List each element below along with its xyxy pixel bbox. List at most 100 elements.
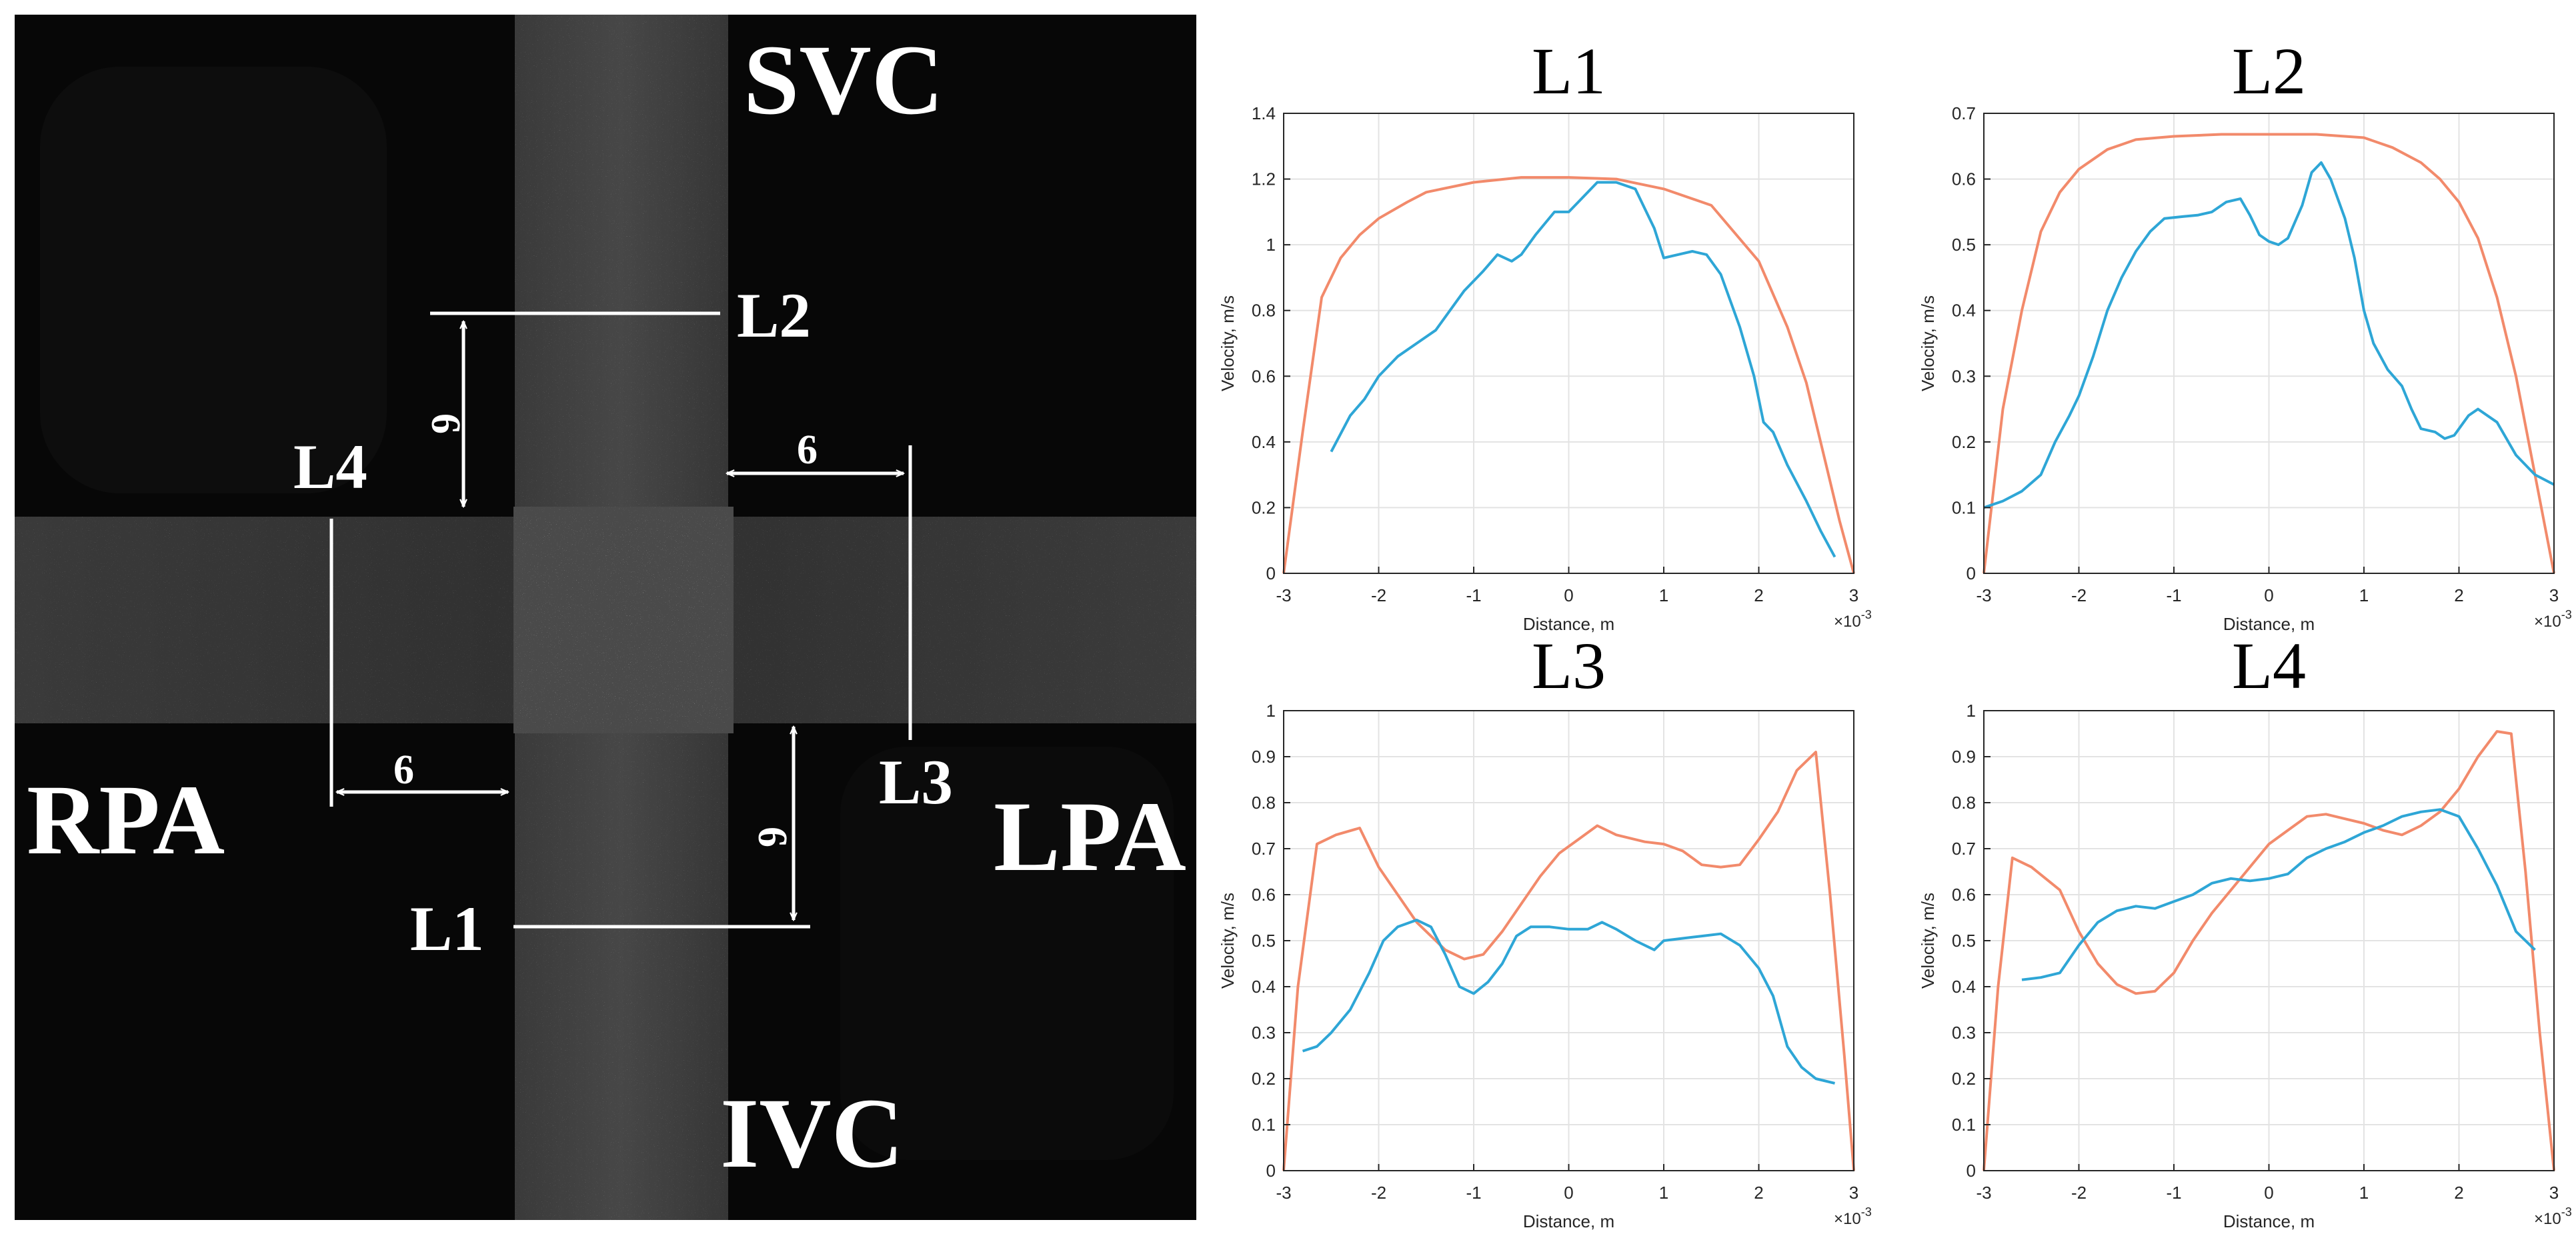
y-tick-label: 0.7 — [1952, 839, 1976, 859]
x-axis-label: Distance, m — [2223, 1211, 2315, 1231]
x-tick-label: 3 — [2549, 1183, 2559, 1203]
y-tick-label: 0 — [1967, 563, 1976, 583]
label-l3: L3 — [879, 747, 953, 817]
y-tick-label: 0.2 — [1952, 432, 1976, 452]
y-tick-label: 0.5 — [1952, 931, 1976, 951]
label-l2: L2 — [737, 280, 811, 351]
y-tick-label: 0.9 — [1952, 747, 1976, 767]
x-axis-label: Distance, m — [1523, 614, 1614, 634]
flow-photo: SVC IVC RPA LPA L2 L4 L3 L1 6 6 6 6 — [15, 15, 1196, 1220]
x-exponent-label: ×10-3 — [2534, 608, 2572, 631]
x-tick-label: 0 — [1564, 585, 1573, 605]
x-tick-label: 0 — [2264, 1183, 2273, 1203]
particle-streaks — [515, 15, 728, 1220]
x-tick-label: 2 — [2454, 585, 2463, 605]
x-tick-label: -1 — [2166, 1183, 2181, 1203]
x-tick-label: -1 — [1466, 1183, 1481, 1203]
label-svc: SVC — [744, 25, 944, 135]
y-tick-label: 0.6 — [1252, 885, 1276, 905]
y-tick-label: 0.7 — [1952, 103, 1976, 123]
y-axis-label: Velocity, m/s — [1218, 295, 1238, 391]
series-line-orange — [1983, 133, 2555, 574]
x-axis-label: Distance, m — [1523, 1211, 1614, 1231]
y-tick-label: 1.4 — [1252, 103, 1276, 123]
y-tick-label: 0.1 — [1252, 1115, 1276, 1135]
series-line-blue — [2021, 808, 2536, 981]
chart-title: L1 — [1532, 34, 1606, 108]
series-line-blue — [1330, 181, 1836, 558]
x-tick-label: 3 — [2549, 585, 2559, 605]
y-tick-label: 1 — [1266, 235, 1276, 255]
dim-label-rpa: 6 — [393, 747, 414, 793]
x-tick-label: -2 — [1371, 1183, 1386, 1203]
x-tick-label: 2 — [2454, 1183, 2463, 1203]
chart-l1: L1 -3 -2 -1 0 1 2 3 0 0.2 0.4 0.6 0.8 1 1.2 1.4 Distance… — [1218, 34, 1872, 634]
x-tick-label: 3 — [1849, 585, 1858, 605]
y-tick-label: 1.2 — [1252, 169, 1276, 189]
y-axis-label: Velocity, m/s — [1918, 295, 1938, 391]
x-tick-label: -2 — [1371, 585, 1386, 605]
y-tick-label: 0 — [1266, 563, 1276, 583]
chart-l2: L2 -3 -2 -1 0 1 2 3 0 0.1 0.2 0.3 0.4 0.5 0.6 0.7 Distan… — [1918, 34, 2572, 634]
y-tick-label: 0.3 — [1952, 1023, 1976, 1043]
x-tick-label: 1 — [2359, 585, 2369, 605]
x-tick-label: -3 — [1276, 1183, 1291, 1203]
y-tick-label: 0.2 — [1252, 1069, 1276, 1089]
dim-label-ivc: 6 — [750, 827, 795, 847]
x-tick-label: 1 — [2359, 1183, 2369, 1203]
y-tick-label: 0 — [1266, 1161, 1276, 1181]
x-exponent-label: ×10-3 — [1834, 608, 1872, 631]
y-tick-label: 0.8 — [1952, 793, 1976, 813]
dim-label-svc: 6 — [423, 413, 468, 434]
y-tick-label: 0.4 — [1252, 432, 1276, 452]
y-tick-label: 0.1 — [1952, 1115, 1976, 1135]
y-axis-label: Velocity, m/s — [1218, 893, 1238, 989]
x-tick-label: -2 — [2071, 1183, 2087, 1203]
label-l4: L4 — [293, 431, 367, 502]
y-tick-label: 0.3 — [1952, 366, 1976, 386]
chart-l3: L3 -3 -2 -1 0 1 2 3 0 0.1 0.2 0.3 0.4 0.5 0.6 0.7 0.8 0.9… — [1218, 629, 1872, 1231]
y-tick-label: 0.4 — [1952, 301, 1976, 321]
label-ivc: IVC — [720, 1078, 904, 1189]
x-tick-label: 0 — [1564, 1183, 1573, 1203]
y-tick-label: 0.4 — [1952, 977, 1976, 997]
y-tick-label: 0.6 — [1952, 169, 1976, 189]
chart-title: L4 — [2232, 629, 2306, 703]
y-tick-label: 1 — [1266, 701, 1276, 721]
y-tick-label: 0.2 — [1252, 497, 1276, 517]
label-l1: L1 — [410, 893, 484, 964]
y-tick-label: 0.1 — [1952, 497, 1976, 517]
series-line-orange — [1983, 730, 2555, 1171]
y-tick-label: 1 — [1967, 701, 1976, 721]
x-tick-label: 3 — [1849, 1183, 1858, 1203]
x-tick-label: -1 — [2166, 585, 2181, 605]
x-tick-label: -3 — [1276, 585, 1291, 605]
series-line-blue — [1983, 161, 2555, 509]
series-line-blue — [1302, 919, 1835, 1085]
y-tick-label: 0.3 — [1252, 1023, 1276, 1043]
x-tick-label: -3 — [1976, 585, 1991, 605]
x-exponent-label: ×10-3 — [1834, 1205, 1872, 1228]
x-tick-label: 2 — [1754, 1183, 1763, 1203]
chart-title: L3 — [1532, 629, 1606, 703]
dim-label-lpa: 6 — [797, 427, 818, 473]
y-tick-label: 0.8 — [1252, 301, 1276, 321]
y-tick-label: 0.2 — [1952, 1069, 1976, 1089]
y-tick-label: 0 — [1967, 1161, 1976, 1181]
y-tick-label: 0.9 — [1252, 747, 1276, 767]
x-tick-label: -2 — [2071, 585, 2087, 605]
y-tick-label: 0.7 — [1252, 839, 1276, 859]
series-line-orange — [1282, 751, 1855, 1171]
x-tick-label: 1 — [1659, 1183, 1668, 1203]
chart-title: L2 — [2232, 34, 2306, 108]
chart-l4: L4 -3 -2 -1 0 1 2 3 0 0.1 0.2 0.3 0.4 0.5 0.6 0.7 0.8 0.9… — [1918, 629, 2572, 1231]
x-tick-label: -3 — [1976, 1183, 1991, 1203]
x-exponent-label: ×10-3 — [2534, 1205, 2572, 1228]
y-tick-label: 0.5 — [1952, 235, 1976, 255]
y-tick-label: 0.8 — [1252, 793, 1276, 813]
x-axis-label: Distance, m — [2223, 614, 2315, 634]
x-tick-label: -1 — [1466, 585, 1481, 605]
label-rpa: RPA — [27, 765, 225, 875]
x-tick-label: 2 — [1754, 585, 1763, 605]
x-tick-label: 0 — [2264, 585, 2273, 605]
